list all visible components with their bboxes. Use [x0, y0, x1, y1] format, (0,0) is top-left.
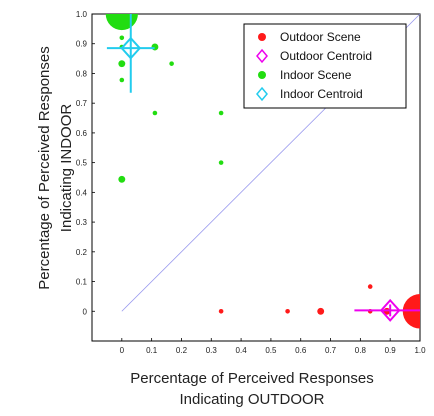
y-tick-label: 0.6: [76, 129, 88, 138]
y-tick-label: 0.1: [76, 278, 88, 287]
outdoor-scene-point: [317, 307, 325, 315]
indoor-scene-point: [169, 61, 174, 66]
x-tick-label: 1.0: [414, 346, 426, 355]
y-tick-label: 0.9: [76, 40, 88, 49]
legend-item-indoor-centroid: Indoor Centroid: [256, 86, 363, 102]
x-tick-label: 0.9: [385, 346, 397, 355]
y-tick-label: 0.8: [76, 69, 88, 78]
x-tick-label: 0.5: [265, 346, 277, 355]
indoor-scene-point: [151, 43, 159, 51]
y-tick-label: 0.2: [76, 248, 88, 257]
y-tick-label: 0: [83, 307, 88, 316]
indoor-scene-point: [218, 160, 224, 165]
legend-swatch-outdoor-centroid: [256, 48, 268, 64]
indoor-scene-point: [152, 110, 158, 116]
x-tick-label: 0.8: [355, 346, 367, 355]
indoor-scene-point: [119, 77, 125, 83]
legend-swatch-outdoor-scene: [258, 33, 266, 41]
indoor-scene-point: [118, 60, 126, 68]
data-marks: [105, 14, 420, 329]
x-tick-label: 0.2: [176, 346, 188, 355]
legend-label-outdoor-centroid: Outdoor Centroid: [280, 49, 372, 63]
x-tick-label: 0.6: [295, 346, 307, 355]
indoor-scene-point: [118, 175, 126, 183]
indoor-scene-point: [218, 110, 224, 116]
x-tick-label: 0.7: [325, 346, 337, 355]
outdoor-scene-point: [218, 308, 224, 314]
outdoor-scene-point: [367, 284, 373, 289]
x-tick-label: 0.1: [146, 346, 158, 355]
legend-item-outdoor-centroid: Outdoor Centroid: [256, 48, 372, 64]
y-tick-label: 1.0: [76, 10, 88, 19]
legend-label-outdoor-scene: Outdoor Scene: [280, 30, 361, 44]
indoor-centroid-marker: [120, 36, 142, 60]
y-tick-label: 0.3: [76, 218, 88, 227]
plot-marks-clipped: [105, 14, 420, 329]
outdoor-scene-point: [285, 308, 290, 314]
legend-swatch-indoor-scene: [258, 71, 266, 79]
y-tick-label: 0.5: [76, 159, 88, 168]
legend: Outdoor Scene Outdoor Centroid Indoor Sc…: [243, 23, 407, 109]
x-tick-label: 0: [120, 346, 125, 355]
legend-box: [243, 23, 407, 109]
legend-item-outdoor-scene: Outdoor Scene: [258, 30, 361, 44]
y-tick-label: 0.4: [76, 188, 88, 197]
y-tick-label: 0.7: [76, 99, 88, 108]
legend-item-indoor-scene: Indoor Scene: [258, 68, 352, 82]
legend-swatch-indoor-centroid: [256, 86, 268, 102]
y-tick-labels: 0 0.1 0.2 0.3 0.4 0.5 0.6 0.7 0.8 0.9 1.0: [76, 10, 95, 316]
x-tick-label: 0.4: [236, 346, 248, 355]
x-axis-label-line2: Indicating OUTDOOR: [179, 391, 324, 408]
y-axis-label-line2: Indicating INDOOR: [58, 104, 75, 233]
outdoor-centroid-marker: [379, 298, 401, 322]
x-axis-label-line1: Percentage of Perceived Responses: [130, 370, 373, 387]
x-tick-labels: 0 0.1 0.2 0.3 0.4 0.5 0.6 0.7 0.8 0.9 1.0: [120, 338, 426, 355]
x-tick-label: 0.3: [206, 346, 218, 355]
legend-label-indoor-centroid: Indoor Centroid: [280, 87, 363, 101]
legend-label-indoor-scene: Indoor Scene: [280, 68, 352, 82]
y-axis-label-line1: Percentage of Perceived Responses: [36, 46, 53, 289]
indoor-scene-point: [119, 35, 125, 41]
